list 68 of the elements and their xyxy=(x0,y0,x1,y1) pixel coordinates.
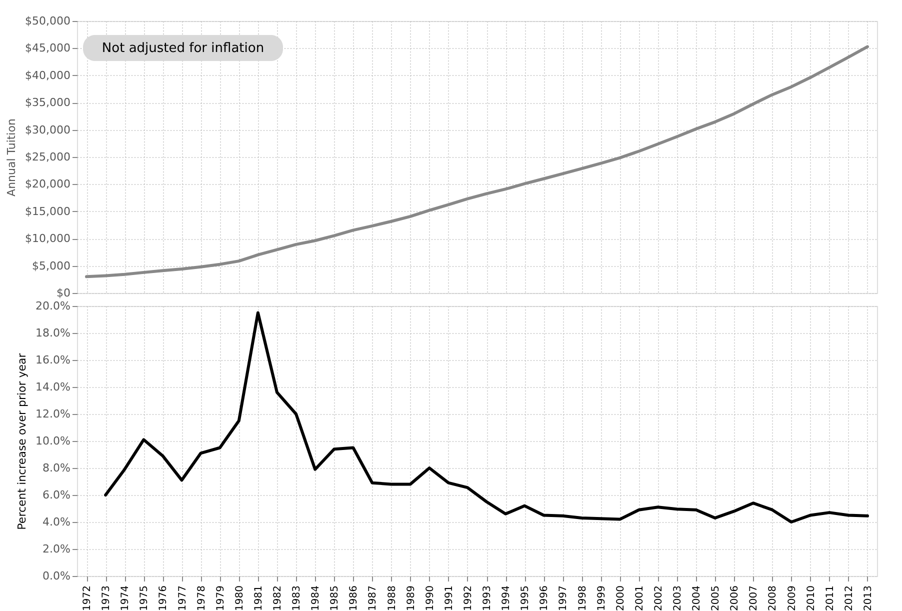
y-tick-label: 10.0% xyxy=(36,434,70,448)
y-tick-label: 4.0% xyxy=(42,516,70,528)
y-tick-label: 0.0% xyxy=(42,570,70,582)
y-tick-label: 12.0% xyxy=(36,408,70,420)
x-tick-label: 1982 xyxy=(272,586,284,611)
x-tick-label: 2001 xyxy=(634,586,646,611)
x-tick-label: 1987 xyxy=(368,586,379,611)
y-axis-title: Percent increase over prior year xyxy=(16,352,29,530)
x-tick-label: 1981 xyxy=(253,586,264,611)
x-tick-label: 1984 xyxy=(310,586,322,611)
x-tick-label: 1991 xyxy=(444,586,455,611)
x-tick-label: 1980 xyxy=(234,586,246,611)
x-tick-label: 1999 xyxy=(596,586,608,611)
y-tick-label: 20.0% xyxy=(36,300,70,312)
x-tick-label: 1976 xyxy=(158,586,170,611)
y-tick-label: $25,000 xyxy=(25,150,70,164)
x-tick-label: 2006 xyxy=(730,586,741,611)
y-tick-label: $50,000 xyxy=(25,14,70,28)
y-tick-label: $35,000 xyxy=(25,96,70,110)
x-tick-label: 1993 xyxy=(482,586,494,611)
x-tick-label: 2012 xyxy=(844,586,855,611)
y-tick-label: 18.0% xyxy=(36,326,70,340)
x-tick-label: 1995 xyxy=(520,586,532,611)
y-tick-label: $20,000 xyxy=(25,178,70,191)
y-tick-label: $40,000 xyxy=(25,68,70,82)
x-tick-label: 1988 xyxy=(386,586,398,611)
x-tick-label: 1992 xyxy=(462,586,474,611)
annotation: Not adjusted for inflation xyxy=(102,41,264,56)
y-tick-label: 6.0% xyxy=(42,488,70,502)
x-tick-label: 1996 xyxy=(539,586,550,611)
x-tick-label: 1994 xyxy=(501,586,512,611)
x-tick-label: 1986 xyxy=(348,586,360,611)
y-tick-label: $15,000 xyxy=(25,204,70,218)
y-tick-label: 2.0% xyxy=(42,542,70,556)
y-axis-title: Annual Tuition xyxy=(5,118,18,196)
y-tick-label: $30,000 xyxy=(25,123,70,136)
x-tick-label: 2004 xyxy=(692,586,703,611)
x-tick-label: 2007 xyxy=(748,586,760,611)
x-tick-label: 1983 xyxy=(292,586,303,611)
x-tick-label: 1975 xyxy=(139,586,150,611)
y-tick-label: 14.0% xyxy=(36,380,70,394)
x-tick-label: 1998 xyxy=(577,586,588,611)
y-tick-label: $5,000 xyxy=(32,259,70,272)
line-series xyxy=(104,311,869,524)
y-tick-label: $0 xyxy=(56,286,70,300)
x-tick-label: 2013 xyxy=(862,586,874,611)
x-tick-label: 1990 xyxy=(424,586,436,611)
x-tick-label: 2009 xyxy=(786,586,798,611)
x-tick-label: 1973 xyxy=(101,586,112,611)
x-tick-label: 2010 xyxy=(806,586,817,611)
y-tick-label: 8.0% xyxy=(42,462,70,474)
y-tick-label: 16.0% xyxy=(36,354,70,366)
x-tick-label: 1978 xyxy=(196,586,208,611)
x-tick-label: 2011 xyxy=(824,586,836,611)
x-tick-label: 2002 xyxy=(653,586,664,611)
x-tick-label: 1977 xyxy=(177,586,188,611)
x-tick-label: 2008 xyxy=(768,586,779,611)
x-tick-label: 1974 xyxy=(120,586,132,611)
x-tick-label: 2003 xyxy=(672,586,684,611)
x-tick-label: 1985 xyxy=(330,586,341,611)
y-tick-label: $10,000 xyxy=(25,232,70,246)
x-tick-label: 1972 xyxy=(82,586,94,611)
x-tick-label: 2005 xyxy=(710,586,722,611)
x-tick-label: 2000 xyxy=(615,586,626,611)
x-tick-label: 1979 xyxy=(215,586,226,611)
y-tick-label: $45,000 xyxy=(25,42,70,55)
x-tick-label: 1989 xyxy=(406,586,417,611)
x-tick-label: 1997 xyxy=(558,586,570,611)
